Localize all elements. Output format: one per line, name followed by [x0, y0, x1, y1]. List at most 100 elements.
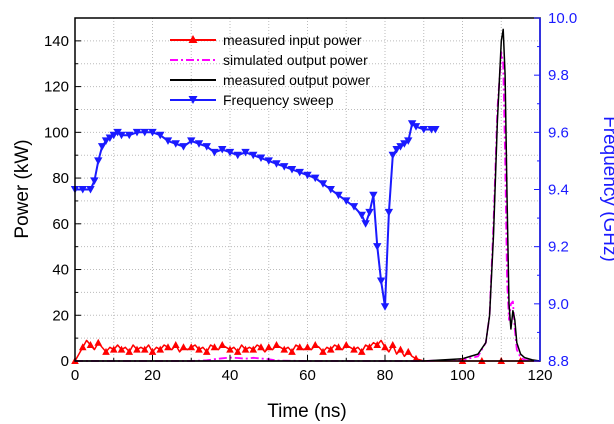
data-point-input — [148, 347, 157, 355]
legend-label-frequency: Frequency sweep — [223, 92, 334, 108]
y-left-tick-label: 40 — [52, 262, 69, 279]
x-tick-label: 80 — [377, 367, 394, 384]
data-point-input — [396, 345, 405, 353]
data-point-frequency — [264, 157, 273, 165]
data-point-frequency — [249, 151, 258, 160]
legend-label-input: measured input power — [223, 32, 362, 48]
data-point-input — [156, 345, 165, 353]
data-point-frequency — [380, 303, 390, 311]
data-point-frequency — [163, 137, 173, 145]
data-point-frequency — [218, 145, 227, 154]
y-left-tick-label: 140 — [44, 33, 69, 50]
data-point-frequency — [113, 128, 122, 137]
data-point-input — [179, 343, 188, 351]
data-point-frequency — [256, 154, 266, 163]
data-point-input — [257, 343, 265, 351]
data-point-input — [319, 347, 327, 355]
data-point-frequency — [101, 137, 111, 145]
data-point-frequency — [431, 125, 440, 134]
y-right-tick-label: 8.8 — [548, 353, 569, 370]
y-left-tick-label: 0 — [61, 353, 69, 370]
x-axis-title: Time (ns) — [267, 401, 347, 422]
data-point-input — [109, 345, 118, 353]
data-point-frequency — [342, 197, 351, 205]
legend-label-simulated: simulated output power — [223, 52, 368, 68]
data-point-frequency — [140, 128, 149, 137]
data-point-frequency — [365, 208, 374, 217]
data-point-frequency — [179, 143, 188, 151]
data-point-input — [187, 343, 196, 351]
data-point-input — [365, 343, 374, 351]
data-point-frequency — [369, 191, 378, 200]
data-point-input — [164, 343, 172, 351]
data-point-frequency — [280, 163, 289, 171]
data-point-frequency — [334, 191, 343, 200]
x-tick-label: 100 — [450, 367, 475, 384]
data-point-input — [202, 347, 211, 355]
data-point-frequency — [361, 220, 370, 228]
data-point-frequency — [194, 140, 204, 148]
legend-label-measured-output: measured output power — [223, 72, 370, 88]
data-point-frequency — [311, 174, 320, 183]
data-point-frequency — [90, 177, 99, 185]
data-point-frequency — [295, 168, 304, 177]
data-point-frequency — [156, 131, 165, 140]
data-point-input — [133, 345, 141, 353]
y-right-tick-label: 9.0 — [548, 296, 569, 313]
data-point-frequency — [419, 125, 428, 134]
data-point-input — [249, 345, 258, 353]
data-point-input — [86, 340, 95, 348]
data-point-frequency — [318, 180, 328, 188]
y-right-tick-label: 9.2 — [548, 239, 569, 256]
data-point-input — [412, 354, 420, 362]
x-tick-label: 20 — [144, 367, 161, 384]
y-left-tick-label: 80 — [52, 170, 69, 187]
y-right-tick-label: 9.8 — [548, 67, 569, 84]
data-point-input — [94, 338, 103, 346]
data-point-frequency — [78, 186, 87, 194]
data-point-input — [311, 340, 320, 348]
data-point-frequency — [187, 137, 196, 145]
data-point-input — [381, 343, 389, 351]
y-left-axis-title: Power (kW) — [12, 139, 33, 238]
x-tick-label: 120 — [527, 367, 552, 384]
data-point-input — [295, 343, 304, 351]
grid — [75, 18, 540, 361]
data-point-frequency — [132, 128, 142, 137]
data-point-input — [404, 347, 413, 355]
data-point-frequency — [105, 134, 115, 143]
data-point-frequency — [357, 211, 366, 220]
data-point-input — [171, 340, 180, 348]
data-point-frequency — [148, 128, 157, 137]
data-point-input — [125, 347, 134, 355]
data-point-frequency — [233, 151, 242, 160]
legend-marker-input — [188, 35, 198, 43]
data-point-frequency — [241, 148, 250, 157]
data-point-input — [342, 340, 351, 348]
data-point-input — [334, 343, 343, 351]
legend: measured input power simulated output po… — [170, 32, 370, 108]
data-point-input — [210, 343, 219, 351]
data-point-input — [303, 343, 312, 351]
data-point-frequency — [210, 148, 219, 157]
data-point-frequency — [384, 208, 394, 217]
data-point-input — [233, 347, 242, 355]
data-point-input — [117, 345, 126, 353]
x-tick-label: 60 — [299, 367, 316, 384]
data-point-frequency — [411, 123, 421, 131]
data-point-frequency — [86, 186, 95, 194]
data-point-frequency — [404, 137, 413, 145]
data-point-input — [78, 343, 87, 351]
data-point-frequency — [349, 203, 359, 211]
data-point-frequency — [117, 131, 126, 140]
legend-marker-frequency — [188, 96, 198, 104]
data-point-input — [226, 345, 234, 353]
y-right-axis-title: Frequency (GHz) — [599, 116, 614, 262]
data-point-frequency — [373, 243, 382, 251]
y-left-tick-label: 20 — [52, 307, 69, 324]
data-point-frequency — [388, 151, 397, 160]
data-point-input — [140, 345, 149, 353]
x-tick-label: 40 — [222, 367, 239, 384]
data-point-input — [264, 343, 273, 351]
